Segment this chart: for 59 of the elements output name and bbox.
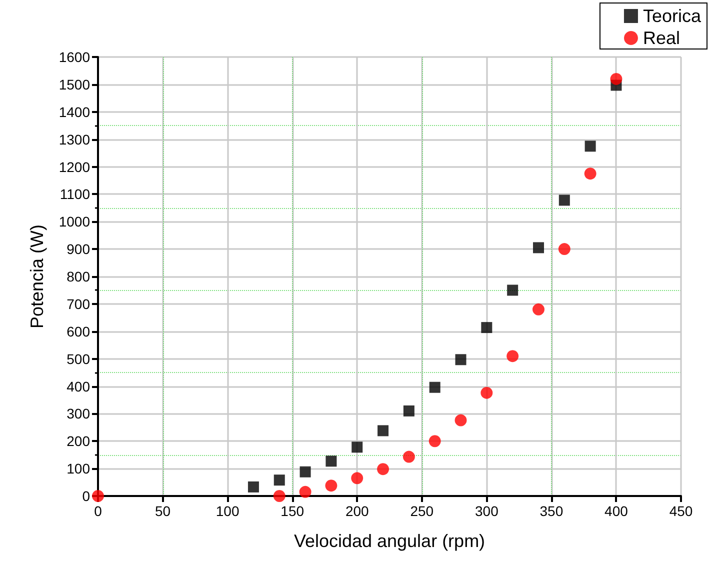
point [403, 405, 414, 416]
legend-label: Teorica [642, 6, 702, 26]
point [532, 242, 544, 254]
x-tick-label: 350 [540, 503, 564, 519]
point [402, 450, 415, 463]
y-tick-label: 800 [66, 268, 90, 284]
x-tick-label: 50 [154, 503, 171, 519]
y-tick-label: 500 [66, 350, 90, 367]
point [558, 243, 570, 256]
y-tick-label: 0 [82, 488, 90, 504]
y-tick-label: 1400 [58, 104, 90, 120]
point [454, 414, 467, 426]
x-axis-title: Velocidad angular (rpm) [294, 531, 486, 551]
point [455, 354, 466, 366]
point [326, 456, 337, 467]
y-tick-label: 1300 [58, 131, 90, 148]
legend-label: Real [642, 28, 680, 48]
y-tick-label: 100 [66, 460, 90, 477]
point [300, 466, 311, 478]
y-axis-title: Potencia (W) [27, 224, 47, 329]
x-tick-label: 0 [94, 503, 102, 519]
point [377, 463, 390, 476]
y-tick-label: 600 [66, 323, 90, 340]
y-tick-label: 1500 [58, 76, 90, 92]
point [610, 72, 622, 85]
point [273, 490, 286, 502]
point [584, 168, 596, 180]
point [507, 284, 518, 296]
x-tick-label: 200 [345, 503, 370, 519]
x-tick-label: 150 [280, 503, 304, 519]
y-tick-label: 700 [66, 296, 90, 312]
y-tick-label: 1000 [58, 214, 90, 230]
point [558, 194, 570, 206]
point [274, 474, 285, 486]
x-tick-label: 400 [604, 503, 628, 519]
point [481, 322, 492, 334]
point [299, 486, 312, 498]
y-tick-label: 300 [66, 406, 90, 422]
point [506, 350, 519, 362]
y-tick-label: 400 [66, 378, 90, 394]
y-tick-label: 200 [66, 433, 90, 450]
point [584, 140, 596, 152]
point [352, 442, 363, 453]
point [351, 472, 364, 484]
x-tick-label: 100 [216, 503, 240, 519]
point [480, 386, 493, 399]
x-tick-label: 250 [410, 503, 434, 519]
y-tick-label: 1600 [58, 49, 90, 65]
x-tick-label: 300 [474, 503, 499, 519]
y-tick-label: 900 [66, 241, 90, 258]
point [428, 435, 441, 448]
point [325, 480, 338, 492]
y-tick-label: 1200 [58, 158, 90, 175]
x-tick-label: 450 [669, 503, 693, 519]
point [429, 382, 440, 393]
point [248, 481, 259, 492]
point [532, 303, 544, 316]
y-tick-label: 1100 [60, 186, 90, 202]
point [378, 425, 389, 436]
